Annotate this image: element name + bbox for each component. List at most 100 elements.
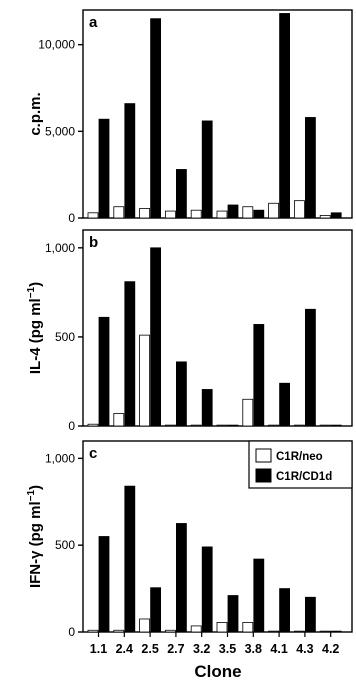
y-axis-label-end: )	[27, 485, 44, 490]
x-tick-label: 2.4	[116, 642, 133, 656]
y-axis-label-superscript: −1	[26, 286, 37, 298]
bar-c1r-neo	[319, 424, 331, 427]
bar-c1r-cd1d	[253, 558, 265, 633]
bar-c1r-cd1d	[175, 169, 187, 219]
bar-c1r-neo	[164, 629, 176, 633]
bar-c1r-cd1d	[227, 595, 239, 633]
bar-c1r-cd1d	[201, 120, 213, 219]
bar-c1r-cd1d	[330, 630, 342, 633]
bar-c1r-neo	[190, 209, 202, 219]
bar-c1r-cd1d	[150, 18, 162, 219]
bar-c1r-cd1d	[150, 247, 162, 427]
x-tick-label: 4.1	[270, 642, 287, 656]
bar-c1r-cd1d	[304, 596, 316, 633]
bar-c1r-neo	[113, 413, 125, 427]
x-tick-label: 1.1	[90, 642, 107, 656]
y-axis-label-text: c.p.m.	[27, 92, 44, 135]
panel-letter: c	[89, 445, 97, 462]
legend-swatch	[255, 468, 272, 483]
bar-c1r-neo	[293, 424, 305, 427]
bar-c1r-neo	[319, 214, 331, 219]
bar-c1r-neo	[164, 210, 176, 219]
bar-c1r-cd1d	[175, 523, 187, 633]
panel-c: 0 500 1,000 c IFN-γ (pg ml−1) C1R/neo C1R/CD1d	[26, 440, 353, 639]
bar-c1r-cd1d	[279, 382, 291, 427]
y-tick-label: 5,000	[45, 124, 75, 138]
bar-c1r-cd1d	[227, 424, 239, 427]
y-axis-label-superscript: −1	[26, 490, 37, 502]
bar-c1r-cd1d	[150, 587, 162, 633]
legend-swatch	[255, 448, 272, 463]
bar-c1r-neo	[216, 622, 228, 633]
bar-c1r-neo	[190, 424, 202, 427]
legend: C1R/neo C1R/CD1d	[248, 440, 353, 489]
bar-c1r-neo	[164, 424, 176, 427]
bar-c1r-neo	[216, 210, 228, 219]
x-axis-label: Clone	[194, 662, 241, 681]
bar-c1r-cd1d	[175, 361, 187, 427]
bar-c1r-cd1d	[304, 308, 316, 427]
x-tick-label: 3.8	[245, 642, 262, 656]
panel-letter: b	[89, 234, 98, 251]
bar-c1r-neo	[139, 334, 151, 427]
bar-c1r-cd1d	[201, 546, 213, 633]
bar-c1r-neo	[319, 630, 331, 633]
y-axis-label-text: IL-4 (pg ml	[27, 298, 44, 374]
x-tick-label: 3.2	[193, 642, 210, 656]
y-axis-label: IFN-γ (pg ml−1)	[26, 485, 44, 588]
bar-c1r-neo	[87, 212, 99, 219]
bar-c1r-cd1d	[279, 13, 291, 219]
x-tick-label: 4.3	[296, 642, 313, 656]
bar-c1r-cd1d	[98, 316, 110, 427]
bar-c1r-neo	[293, 630, 305, 633]
bar-c1r-neo	[268, 630, 280, 633]
y-axis-label-text: IFN-γ (pg ml	[27, 501, 44, 588]
bar-c1r-cd1d	[201, 389, 213, 427]
bar-c1r-cd1d	[227, 204, 239, 219]
bar-c1r-neo	[87, 629, 99, 633]
x-tick-label: 3.5	[219, 642, 236, 656]
panel-a: 0 5,000 10,000 a c.p.m.	[27, 9, 353, 225]
bar-c1r-cd1d	[124, 103, 136, 219]
y-axis-label: IL-4 (pg ml−1)	[26, 282, 44, 374]
y-tick-label: 10,000	[38, 38, 75, 52]
bar-c1r-neo	[139, 208, 151, 219]
bar-c1r-cd1d	[124, 485, 136, 633]
y-tick-label: 500	[55, 330, 75, 344]
panel-letter: a	[89, 14, 98, 31]
y-tick-label: 0	[68, 419, 75, 433]
legend-label: C1R/neo	[276, 451, 323, 463]
bar-c1r-neo	[268, 202, 280, 219]
x-tick-label: 4.2	[322, 642, 339, 656]
bar-c1r-neo	[268, 424, 280, 427]
y-tick-label: 0	[68, 625, 75, 639]
bar-c1r-cd1d	[124, 281, 136, 427]
bar-c1r-cd1d	[253, 209, 265, 219]
bar-c1r-neo	[113, 206, 125, 219]
bar-c1r-neo	[242, 622, 254, 633]
y-tick-label: 0	[68, 211, 75, 225]
bar-c1r-cd1d	[304, 117, 316, 219]
x-tick-label: 2.5	[141, 642, 158, 656]
y-tick-label: 1,000	[45, 241, 75, 255]
bar-c1r-cd1d	[279, 588, 291, 633]
y-tick-label: 500	[55, 538, 75, 552]
y-axis-label: c.p.m.	[27, 92, 44, 135]
bar-c1r-neo	[87, 423, 99, 427]
bar-c1r-neo	[216, 424, 228, 427]
legend-label: C1R/CD1d	[276, 471, 332, 483]
bar-c1r-neo	[113, 629, 125, 633]
bar-c1r-neo	[190, 625, 202, 633]
bar-c1r-neo	[293, 200, 305, 219]
bar-c1r-cd1d	[253, 324, 265, 427]
bar-c1r-neo	[242, 398, 254, 427]
bar-c1r-cd1d	[330, 212, 342, 219]
bar-c1r-cd1d	[98, 536, 110, 633]
x-axis-ticks: 1.1 2.4 2.5 2.7 3.2 3.5 3.8 4.1 4.3 4.2	[90, 632, 339, 656]
x-tick-label: 2.7	[167, 642, 184, 656]
panel-b: 0 500 1,000 b IL-4 (pg ml−1)	[26, 229, 353, 433]
bar-c1r-neo	[139, 618, 151, 633]
bar-c1r-cd1d	[98, 118, 110, 219]
y-tick-label: 1,000	[45, 451, 75, 465]
